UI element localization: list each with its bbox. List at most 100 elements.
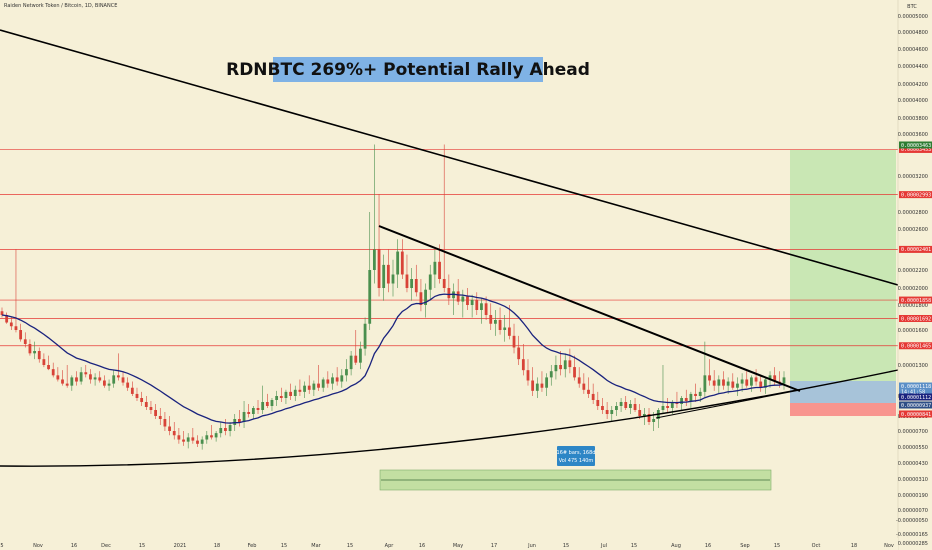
target-zone — [790, 150, 896, 383]
candle — [754, 369, 758, 386]
candle — [33, 341, 36, 360]
candle — [568, 348, 572, 374]
candle — [51, 362, 55, 378]
price-tag-bg — [899, 393, 932, 401]
chart-title: RDNBTC 269%+ Potential Rally Ahead — [226, 60, 590, 80]
candle — [494, 310, 497, 336]
candle — [326, 371, 330, 388]
price-tag-bg — [899, 410, 932, 418]
candle — [782, 371, 786, 390]
candle — [382, 254, 386, 301]
candle — [447, 274, 451, 305]
candle — [284, 389, 288, 404]
info-line-1: 16# bars, 168d — [557, 450, 596, 456]
resistance-tag-bg — [899, 191, 932, 199]
candle — [531, 367, 535, 396]
candle — [23, 332, 27, 348]
candle — [149, 401, 153, 414]
candle — [377, 194, 381, 297]
price-tick: 0.00000310 — [898, 477, 928, 483]
price-tick: 0.00000700 — [898, 429, 928, 435]
time-tick: 16 — [705, 543, 711, 549]
candle — [731, 373, 735, 390]
candle — [186, 433, 190, 449]
candle — [182, 431, 185, 446]
candle — [503, 315, 507, 342]
candle — [703, 341, 707, 398]
candle — [591, 383, 595, 404]
time-tick: 15 — [139, 543, 145, 549]
price-tick: 0.00001300 — [898, 363, 928, 369]
candle — [410, 267, 414, 301]
candle — [773, 367, 777, 386]
time-axis[interactable] — [0, 538, 898, 550]
ascending-trendline — [655, 389, 801, 419]
candle — [219, 422, 223, 438]
candle — [554, 355, 558, 380]
candle — [535, 377, 539, 398]
time-tick: Feb — [248, 543, 257, 549]
time-tick: 16 — [419, 543, 425, 549]
candle — [628, 400, 632, 414]
candle — [573, 355, 576, 381]
candle — [512, 323, 516, 354]
price-tick: 0.00003200 — [898, 174, 928, 180]
candle — [610, 406, 614, 422]
resistance-tag-bg — [899, 245, 932, 253]
time-tick: Nov — [884, 543, 894, 549]
candle — [619, 398, 623, 412]
resistance-tag-bg — [899, 315, 932, 322]
long-term-trendline — [0, 29, 899, 286]
candle — [666, 398, 670, 412]
candle — [317, 365, 320, 391]
candle — [200, 436, 204, 450]
candle — [461, 289, 465, 318]
candle — [112, 370, 116, 388]
symbol-header: Raiden Network Token / Bitcoin, 1D, BINA… — [4, 3, 117, 9]
candle — [103, 375, 106, 388]
time-tick: 15 — [774, 543, 780, 549]
price-axis[interactable] — [898, 0, 932, 550]
candle — [694, 383, 697, 402]
candle — [615, 402, 618, 416]
candle — [521, 344, 525, 376]
price-tick: 0.00002600 — [898, 227, 928, 233]
candle — [335, 367, 339, 386]
candle — [307, 375, 311, 394]
time-tick: 16 — [71, 543, 77, 549]
price-tick: 0.00001600 — [898, 328, 928, 334]
candle — [480, 298, 483, 324]
entry-zone — [790, 381, 896, 403]
candle — [475, 292, 479, 315]
candle — [419, 279, 423, 312]
candles — [0, 144, 786, 450]
candle — [722, 371, 725, 390]
candle — [256, 400, 260, 414]
ema-line — [1, 293, 785, 424]
candle — [298, 379, 302, 396]
candle — [507, 305, 511, 340]
resistance-tag: 0.00001465 — [901, 344, 931, 350]
candle — [228, 422, 232, 437]
price-tick: 0.00004400 — [898, 64, 928, 70]
resistance-tag-bg — [899, 342, 932, 350]
candle — [5, 312, 9, 324]
candle — [372, 144, 376, 284]
price-tag-bg — [899, 141, 932, 149]
candle — [116, 353, 120, 381]
candle — [601, 398, 604, 414]
candle — [270, 398, 274, 411]
time-axis-ticks: 5 Nov 16 Dec 15 2021 18 Feb 15 Mar 15 Apr 16 May 17 Jun… — [0, 543, 894, 549]
candle — [400, 239, 404, 279]
candle — [237, 410, 241, 427]
candle — [414, 264, 418, 297]
candle — [293, 385, 297, 401]
candle — [65, 365, 69, 388]
resistance-tag: 0.00002993 — [901, 192, 931, 198]
candle — [442, 144, 446, 293]
resistance-tag: 0.00001858 — [901, 298, 931, 304]
price-tick: -0.00000050 — [896, 518, 928, 524]
currency-label: BTC — [907, 4, 917, 10]
candle — [484, 296, 488, 320]
